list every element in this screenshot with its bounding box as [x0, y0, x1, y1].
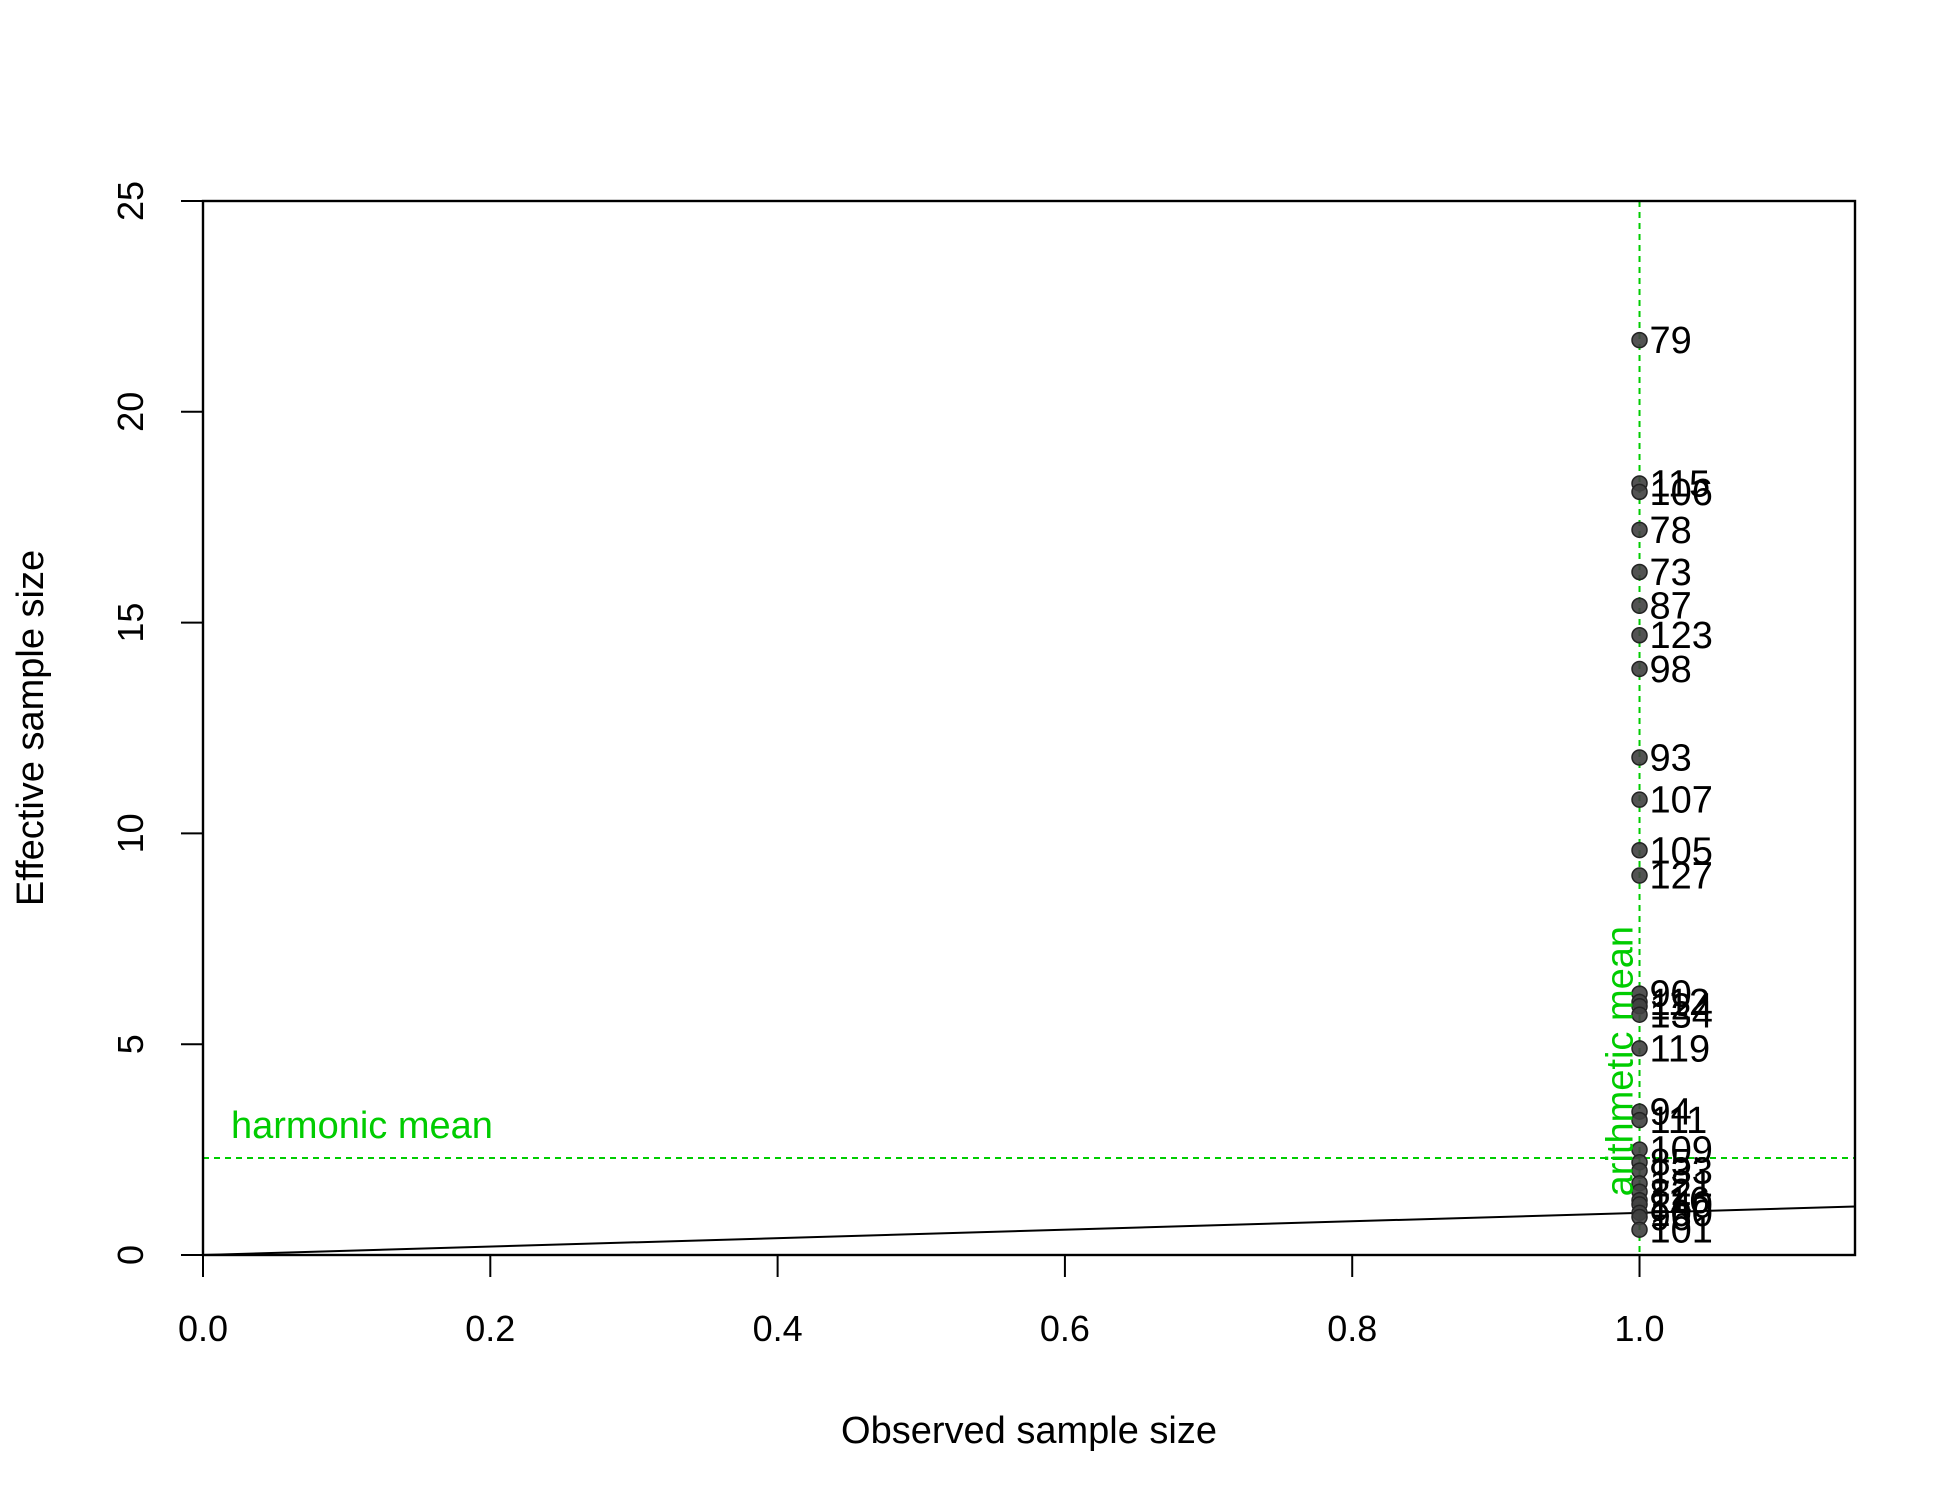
point-label: 78: [1650, 510, 1692, 552]
point-label: 94: [1650, 1092, 1692, 1134]
data-point: [1631, 1111, 1648, 1129]
data-point: [1631, 791, 1648, 808]
data-point: [1631, 842, 1648, 859]
point-label: 85: [1650, 1142, 1692, 1184]
data-point: [1631, 1040, 1648, 1057]
point-label: 112: [1650, 982, 1711, 1024]
y-tick-label: 15: [110, 603, 151, 643]
point-label: 96: [1650, 1197, 1692, 1239]
data-point: [1631, 483, 1648, 501]
data-point: [1631, 749, 1648, 766]
point-label: 105: [1650, 830, 1713, 872]
y-tick-label: 5: [110, 1034, 151, 1054]
point-label: 111: [1650, 1100, 1708, 1142]
data-point: [1631, 563, 1648, 581]
data-point: [1631, 1006, 1648, 1023]
point-label: 98: [1650, 649, 1692, 691]
point-label: 116: [1650, 1180, 1711, 1222]
point-label: 87: [1650, 586, 1692, 628]
data-point: [1631, 331, 1648, 349]
data-point: [1631, 626, 1648, 644]
y-tick-label: 10: [110, 813, 151, 853]
point-label: 107: [1650, 780, 1713, 822]
y-tick-label: 20: [110, 392, 151, 432]
point-label: 121: [1650, 1163, 1713, 1205]
point-label: 124: [1650, 986, 1713, 1028]
point-label: 140: [1650, 1184, 1713, 1226]
x-tick-label: 0.0: [178, 1308, 228, 1349]
x-tick-label: 1.0: [1614, 1308, 1664, 1349]
x-axis-title: Observed sample size: [841, 1410, 1217, 1452]
point-label: 90: [1650, 974, 1692, 1016]
point-label: 79: [1650, 320, 1692, 362]
harmonic-mean-label: harmonic mean: [231, 1105, 493, 1147]
data-point: [1631, 597, 1648, 614]
point-label: 73: [1650, 552, 1692, 594]
y-axis-title: Effective sample size: [10, 550, 52, 906]
x-tick-label: 0.8: [1327, 1308, 1377, 1349]
point-label: 106: [1650, 472, 1713, 514]
point-label: 133: [1650, 1151, 1713, 1193]
data-point: [1631, 521, 1648, 539]
data-point: [1631, 660, 1648, 678]
data-point: [1631, 1221, 1648, 1238]
arithmetic-mean-label: arithmetic mean: [1600, 926, 1642, 1196]
point-label: 134: [1650, 995, 1713, 1037]
point-label: 127: [1650, 856, 1713, 898]
point-label: 123: [1650, 615, 1713, 657]
x-tick-label: 0.6: [1040, 1308, 1090, 1349]
point-label: 115: [1650, 463, 1711, 505]
y-tick-label: 0: [110, 1245, 151, 1265]
point-label: 119: [1650, 1028, 1711, 1070]
point-label: 82: [1650, 1172, 1692, 1214]
point-label: 101: [1650, 1210, 1713, 1252]
x-tick-label: 0.4: [753, 1308, 803, 1349]
point-label: 100: [1650, 1193, 1713, 1235]
point-label: 109: [1650, 1130, 1713, 1172]
x-tick-label: 0.2: [465, 1308, 515, 1349]
data-point: [1631, 867, 1648, 884]
point-label: 93: [1650, 738, 1692, 780]
y-tick-label: 25: [110, 181, 151, 221]
identity-line: [202, 1205, 1856, 1256]
